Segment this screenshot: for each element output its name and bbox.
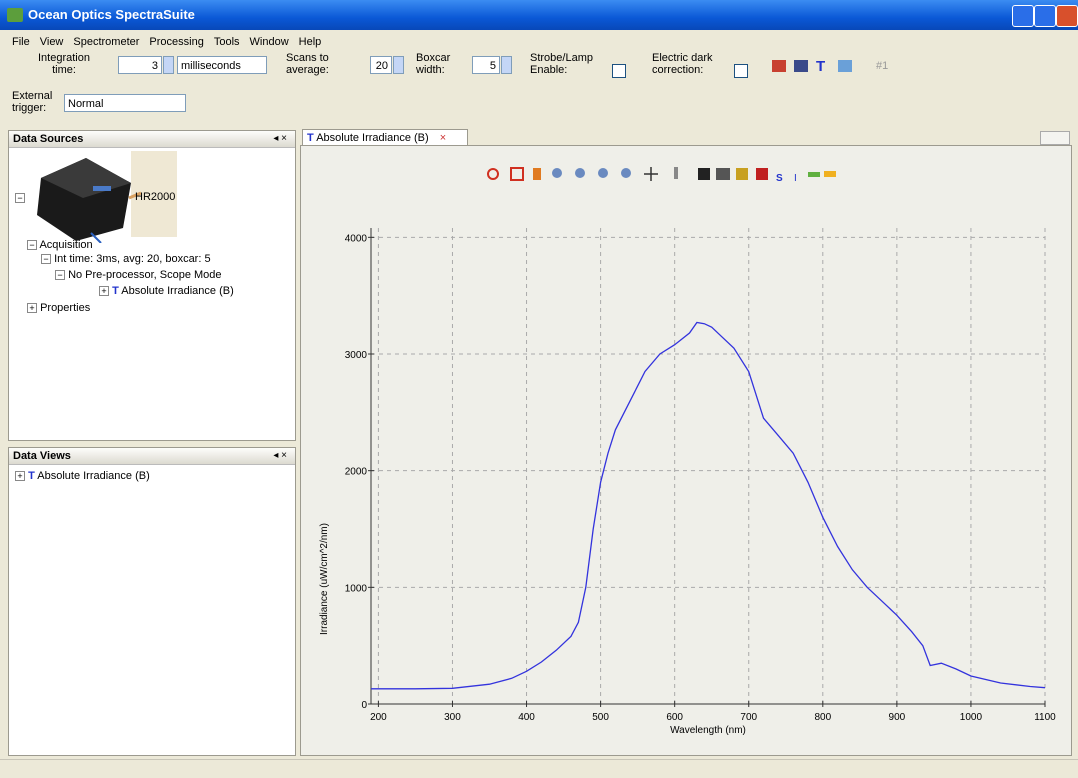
y-axis-label: Irradiance (uW/cm^2/nm) [319,523,330,635]
x-tick-label: 1000 [960,712,983,723]
x-tick-label: 200 [370,712,387,723]
y-tick-label: 0 [361,700,367,711]
x-tick-label: 800 [814,712,831,723]
y-tick-label: 4000 [345,233,368,244]
spectrum-line [371,323,1045,689]
x-tick-label: 400 [518,712,535,723]
x-tick-label: 900 [889,712,906,723]
y-tick-label: 1000 [345,583,368,594]
x-tick-label: 1100 [1034,712,1056,723]
x-tick-label: 300 [444,712,461,723]
spectrum-chart: Irradiance (uW/cm^2/nm) Wavelength (nm) … [0,0,1078,777]
x-tick-label: 600 [666,712,683,723]
y-tick-label: 3000 [345,350,368,361]
x-tick-label: 700 [740,712,757,723]
status-bar [0,759,1078,778]
x-tick-label: 500 [592,712,609,723]
x-axis-label: Wavelength (nm) [670,725,746,736]
y-tick-label: 2000 [345,467,368,478]
app-window: Ocean Optics SpectraSuite FileViewSpectr… [0,0,1078,777]
